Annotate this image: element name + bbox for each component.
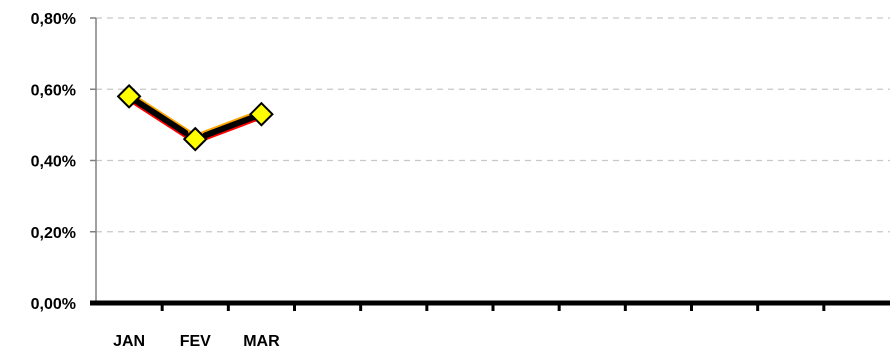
x-tick-label: JAN bbox=[113, 333, 145, 347]
series-group bbox=[116, 83, 274, 152]
y-tick-label: 0,60% bbox=[31, 82, 76, 99]
x-tick-label: MAR bbox=[243, 333, 280, 347]
x-tick-label: FEV bbox=[180, 333, 211, 347]
data-point-marker bbox=[116, 83, 142, 109]
gridlines bbox=[96, 17, 890, 233]
tick-labels: 0,00% 0,20% 0,40% 0,60% 0,80% JAN FEV MAR bbox=[31, 11, 280, 347]
y-tick-label: 0,40% bbox=[31, 154, 76, 171]
y-tick-label: 0,00% bbox=[31, 296, 76, 313]
series-line-black-dash bbox=[126, 93, 189, 136]
y-tick-label: 0,80% bbox=[31, 11, 76, 28]
y-tick-label: 0,20% bbox=[31, 225, 76, 242]
data-point-marker bbox=[249, 101, 274, 127]
data-point-marker bbox=[182, 126, 208, 152]
series-line-black-dash bbox=[202, 113, 258, 139]
axes bbox=[90, 17, 890, 311]
